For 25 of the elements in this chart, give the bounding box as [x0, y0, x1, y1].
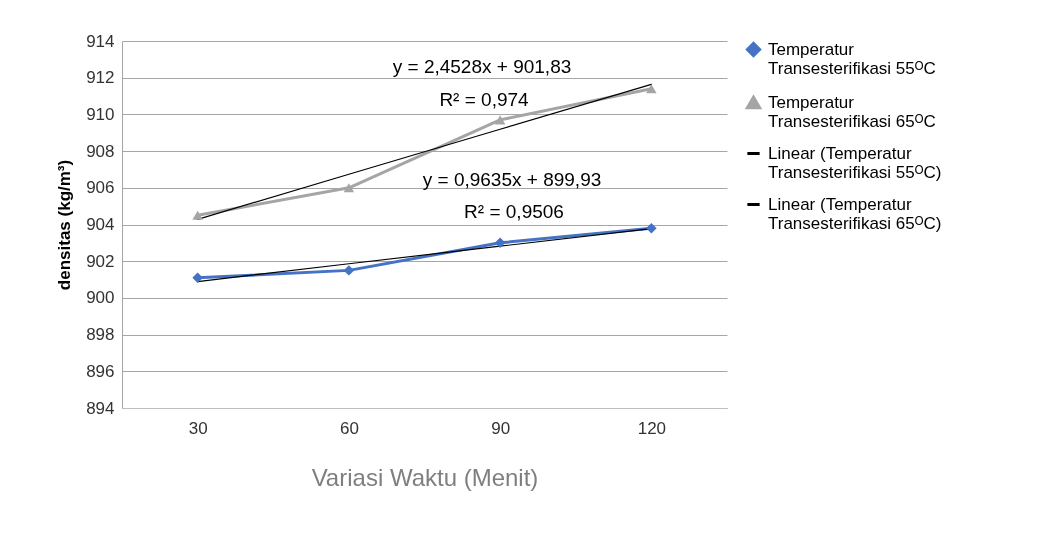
y-tick-label: 898	[86, 325, 115, 345]
x-tick-label: 60	[339, 418, 359, 438]
y-tick-label: 904	[86, 215, 115, 234]
legend-label: Linear (Temperatur Transesterifikasi 55ᴼC)	[768, 143, 942, 182]
annotation: y = 0,9635x + 899,93	[422, 169, 602, 190]
y-axis-title: densitas (kg/m³)	[55, 159, 75, 291]
y-tick-label: 902	[86, 251, 115, 271]
y-tick-label: 908	[86, 141, 115, 161]
y-tick-label: 914	[86, 31, 115, 51]
x-tick-label: 30	[188, 418, 208, 438]
y-tick-label: 906	[86, 178, 115, 198]
y-tick-label: 896	[86, 361, 115, 381]
y-tick-label: 912	[86, 68, 115, 88]
y-tick-label: 900	[86, 288, 115, 308]
annotation: y = 2,4528x + 901,83	[392, 56, 572, 77]
x-tick-label: 90	[491, 418, 511, 438]
y-tick-label: 894	[86, 398, 115, 418]
legend-label: Linear (Temperatur Transesterifikasi 65ᴼC)	[768, 194, 942, 233]
x-axis-title: Variasi Waktu (Menit)	[311, 463, 539, 491]
legend-label: Temperatur Transesterifikasi 55ᴼC	[768, 39, 936, 78]
annotation: R² = 0,9506	[464, 201, 564, 222]
x-tick-label: 120	[637, 418, 667, 438]
y-tick-label: 910	[86, 104, 115, 124]
legend-label: Temperatur Transesterifikasi 65ᴼC	[768, 92, 936, 131]
annotation: R² = 0,974	[439, 89, 530, 110]
